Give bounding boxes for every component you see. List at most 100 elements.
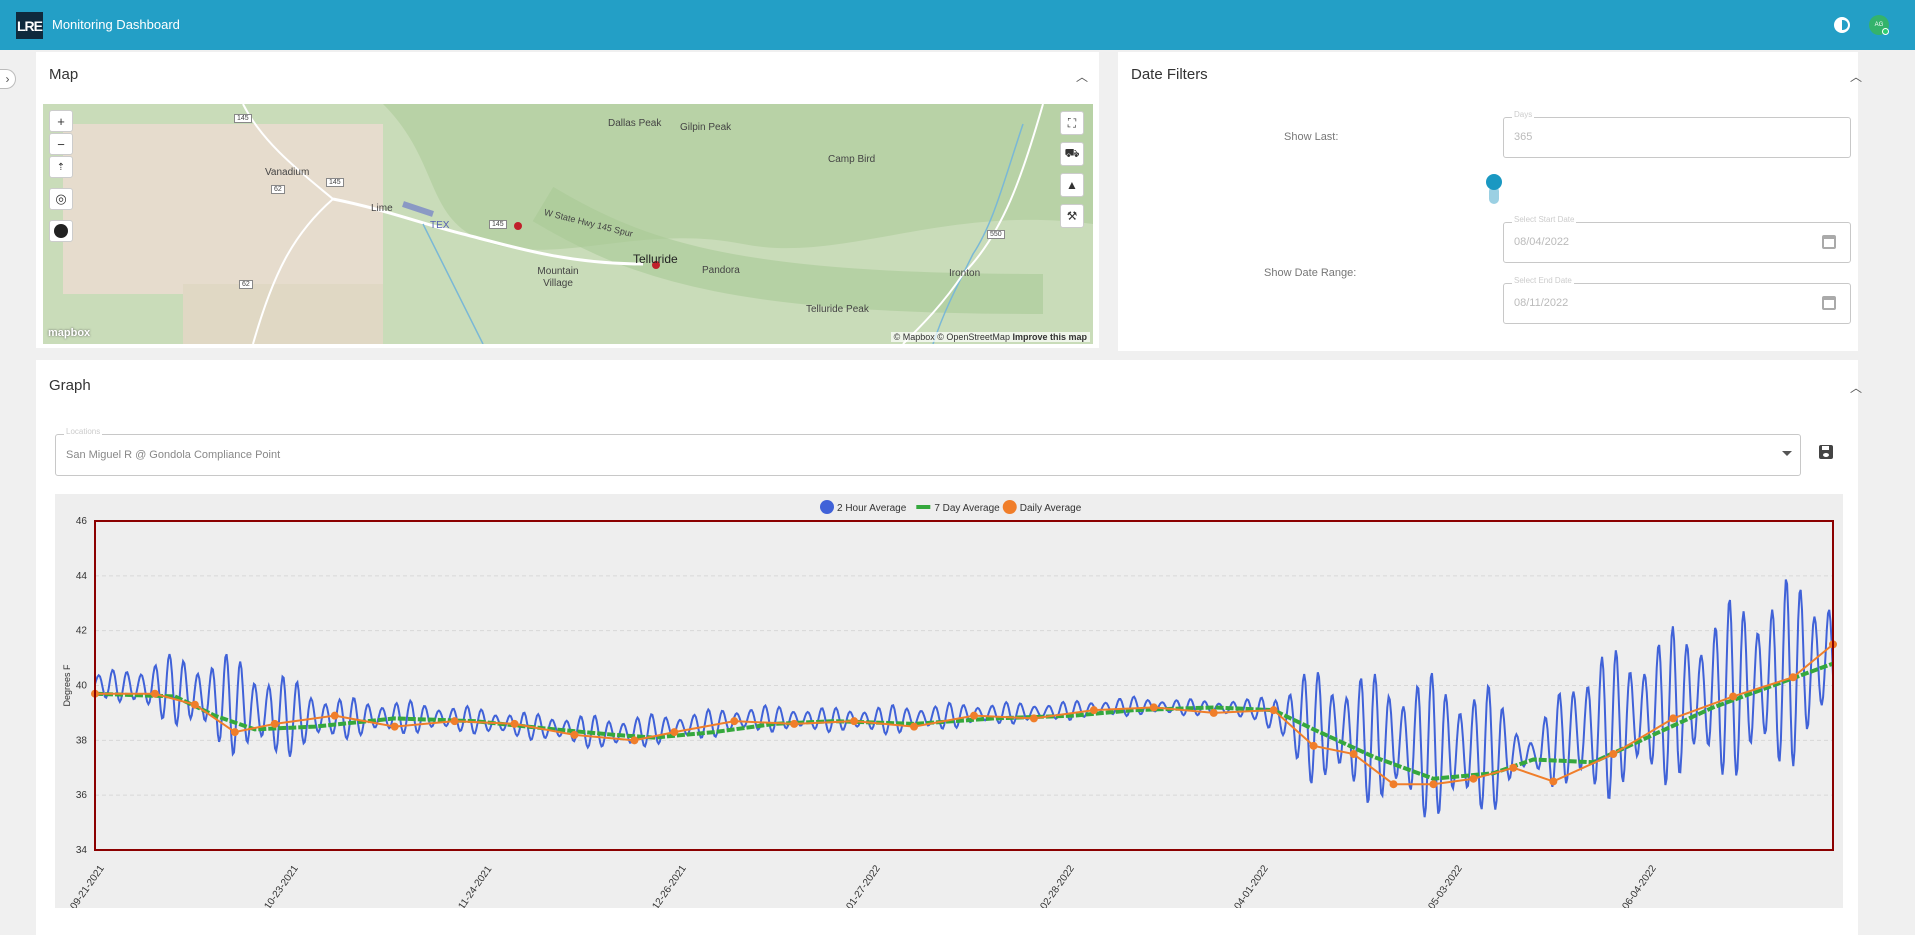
map-label: Telluride Peak: [806, 304, 869, 315]
x-tick-label: 04-01-2022: [1232, 863, 1271, 908]
chart-svg: 34 36 38 40 42 44 46 Degrees F 09-21-2021 10-23-2…: [62, 500, 1837, 912]
daily-average-point: [1089, 706, 1098, 715]
temperature-chart: 34 36 38 40 42 44 46 Degrees F 09-21-2021 10-23-2…: [55, 494, 1843, 912]
chevron-right-icon: ›: [5, 72, 10, 86]
collapse-date-filters-icon[interactable]: ︿: [1850, 70, 1863, 84]
fullscreen-icon: ⛶: [1067, 115, 1077, 130]
daily-average-point: [1669, 714, 1678, 723]
x-tick-label: 11-24-2021: [456, 864, 494, 908]
map-label: Mountain Village: [537, 266, 579, 289]
save-icon[interactable]: [1819, 445, 1833, 459]
map-terrain: [43, 104, 1093, 344]
days-input[interactable]: Days 365: [1503, 110, 1851, 158]
x-tick-label: 10-23-2021: [262, 863, 301, 908]
date-mode-toggle-track[interactable]: [1489, 186, 1499, 204]
daily-average-point: [1509, 763, 1518, 772]
top-bar: LRE Monitoring Dashboard AG: [0, 0, 1915, 50]
tree-icon: ▲: [1066, 178, 1078, 192]
daily-average-point: [450, 717, 459, 726]
satellite-layer-button[interactable]: ⚒: [1060, 204, 1084, 228]
y-tick-label: 34: [76, 845, 88, 856]
map-label: Gilpin Peak: [680, 122, 732, 133]
road-shield: 62: [271, 185, 285, 194]
y-tick-label: 44: [76, 571, 88, 582]
improve-map-link[interactable]: Improve this map: [1012, 332, 1087, 342]
logo[interactable]: LRE: [16, 12, 43, 39]
theme-toggle-icon[interactable]: [1834, 17, 1850, 33]
map-label: Dallas Peak: [608, 118, 662, 129]
fullscreen-button[interactable]: ⛶: [1060, 111, 1084, 135]
map-label: TEX: [430, 220, 450, 231]
daily-average-point: [730, 717, 739, 726]
calendar-icon[interactable]: [1822, 235, 1836, 249]
navigation-button[interactable]: [49, 220, 73, 242]
daily-average-point: [1549, 777, 1558, 786]
daily-average-point: [969, 711, 978, 720]
legend-marker: [916, 505, 931, 509]
map-label: Telluride: [633, 252, 678, 266]
map-label: Camp Bird: [828, 154, 876, 165]
locate-button[interactable]: ◎: [49, 188, 73, 210]
zoom-in-button[interactable]: +: [49, 110, 73, 132]
show-date-range-label: Show Date Range:: [1264, 267, 1357, 279]
daily-average-point: [850, 717, 859, 726]
daily-average-point: [1789, 673, 1798, 682]
daily-average-point: [510, 719, 519, 728]
start-date-label: Select Start Date: [1512, 215, 1577, 224]
daily-average-point: [910, 722, 919, 731]
end-date-value: 08/11/2022: [1514, 297, 1569, 309]
rv-icon: ⛟: [1064, 146, 1080, 160]
app-title: Monitoring Dashboard: [52, 17, 180, 32]
show-last-label: Show Last:: [1284, 131, 1339, 143]
daily-average-point: [1349, 750, 1358, 759]
x-tick-label: 09-21-2021: [68, 863, 107, 908]
end-date-label: Select End Date: [1512, 276, 1574, 285]
daily-average-point: [1609, 750, 1618, 759]
zoom-out-button[interactable]: −: [49, 133, 73, 155]
map-label: Lime: [371, 203, 393, 214]
legend-label: 7 Day Average: [934, 503, 1000, 514]
y-axis-label: Degrees F: [62, 664, 72, 707]
days-label: Days: [1512, 110, 1535, 119]
daily-average-point: [1389, 780, 1398, 789]
daily-average-point: [1309, 741, 1318, 750]
x-tick-label: 05-03-2022: [1426, 863, 1465, 908]
sidebar-toggle-button[interactable]: ›: [0, 69, 16, 89]
map-label: Ironton: [949, 268, 981, 279]
locations-select[interactable]: Locations San Miguel R @ Gondola Complia…: [55, 427, 1801, 476]
x-tick-label: 06-04-2022: [1620, 863, 1659, 908]
series-daily-average-line: [95, 643, 1834, 786]
y-tick-label: 46: [76, 516, 88, 527]
map-panel-title: Map: [49, 66, 79, 83]
y-tick-label: 38: [76, 735, 88, 746]
road-shield: 145: [326, 178, 344, 187]
attribution-text[interactable]: © Mapbox © OpenStreetMap: [893, 332, 1010, 342]
start-date-input[interactable]: Select Start Date 08/04/2022: [1503, 215, 1851, 263]
start-date-value: 08/04/2022: [1514, 236, 1570, 248]
caret-down-icon: [1782, 451, 1792, 456]
x-tick-label: 12-26-2021: [650, 863, 689, 908]
daily-average-point: [1469, 774, 1478, 783]
transport-layer-button[interactable]: ⛟: [1060, 142, 1084, 166]
compass-reset-button[interactable]: ⇡: [49, 156, 73, 178]
daily-average-point: [790, 719, 799, 728]
date-filters-title: Date Filters: [1131, 66, 1208, 83]
collapse-map-icon[interactable]: ︿: [1076, 70, 1089, 84]
daily-average-point: [670, 728, 679, 737]
terrain-layer-button[interactable]: ▲: [1060, 173, 1084, 197]
crosshair-icon: ◎: [55, 191, 67, 206]
legend-label: Daily Average: [1020, 503, 1082, 514]
daily-average-point: [150, 689, 159, 698]
map-label: Vanadium: [265, 167, 310, 178]
daily-average-point: [1209, 708, 1218, 717]
series-2-hour-average: [94, 579, 1834, 818]
end-date-input[interactable]: Select End Date 08/11/2022: [1503, 276, 1851, 324]
map-canvas[interactable]: Dallas Peak Gilpin Peak Camp Bird Vanadi…: [43, 104, 1093, 344]
graph-panel-title: Graph: [49, 377, 91, 394]
date-mode-toggle-knob[interactable]: [1486, 174, 1502, 190]
calendar-icon[interactable]: [1822, 296, 1836, 310]
collapse-graph-icon[interactable]: ︿: [1850, 381, 1863, 395]
daily-average-point: [1149, 703, 1158, 712]
series-7-day-average: [94, 661, 1834, 781]
legend-marker: [1002, 500, 1017, 514]
